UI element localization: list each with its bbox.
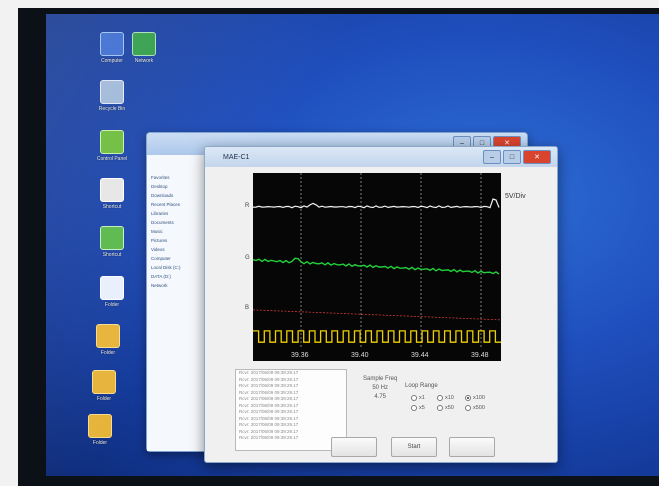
sidebar-item[interactable]: Favorites	[151, 175, 170, 180]
desktop-icon-control-panel[interactable]: Control Panel	[86, 130, 138, 162]
channel-label-g: G	[245, 255, 250, 261]
sample-freq-panel: Sample Freq 50 Hz 4.75	[363, 375, 397, 402]
channel-label-r: R	[245, 203, 250, 209]
sidebar-item[interactable]: Documents	[151, 220, 174, 225]
sidebar-item[interactable]: Music	[151, 229, 163, 234]
computer-icon	[100, 32, 124, 56]
log-line: Rcvr: 2017/06/09 09:39:29.17	[239, 435, 299, 440]
scope-app-window[interactable]: MAE-C1 – □ ✕ R G B 5V/Div 39.36	[204, 146, 558, 463]
desktop-icon-folder-1[interactable]: Folder	[86, 276, 138, 308]
desktop-icon-shortcut-2[interactable]: Shortcut	[86, 226, 138, 258]
network-icon	[132, 32, 156, 56]
trace-green	[253, 257, 500, 275]
loop-range-x1[interactable]: x1	[411, 395, 425, 401]
desktop-icon-folder-2[interactable]: Folder	[82, 324, 134, 356]
trace-red	[253, 309, 501, 321]
app-titlebar[interactable]: MAE-C1 – □ ✕	[205, 147, 557, 167]
minimize-icon[interactable]: –	[483, 150, 501, 164]
radio-icon	[411, 405, 417, 411]
log-line: Rcvr: 2017/06/09 09:39:29.17	[239, 383, 299, 388]
loop-range-x5[interactable]: x5	[411, 405, 425, 411]
log-line: Rcvr: 2017/06/09 09:39:29.17	[239, 422, 299, 427]
trace-yellow	[253, 330, 501, 343]
sidebar-item[interactable]: Pictures	[151, 238, 168, 243]
time-tick-label: 39.40	[351, 352, 369, 359]
sidebar-item[interactable]: Network	[151, 283, 168, 288]
radio-selected-icon	[465, 395, 471, 401]
folder-icon	[88, 414, 112, 438]
radio-icon	[437, 395, 443, 401]
sample-freq-value: 50 Hz	[372, 385, 389, 391]
explorer-sidebar: Favorites Desktop Downloads Recent Place…	[147, 155, 208, 451]
loop-range-x50[interactable]: x50	[437, 405, 454, 411]
radio-icon	[465, 405, 471, 411]
scope-grid	[300, 173, 482, 349]
control-panel-icon	[100, 130, 124, 154]
log-line: Rcvr: 2017/06/09 09:39:29.17	[239, 402, 299, 408]
channel-label-b: B	[245, 305, 250, 311]
recycle-bin-icon	[100, 80, 124, 104]
sidebar-item[interactable]: Computer	[151, 256, 171, 261]
time-tick-label: 39.44	[411, 352, 429, 359]
radio-icon	[437, 405, 443, 411]
desktop-icon-network[interactable]: Network	[118, 32, 170, 64]
time-tick-label: 39.36	[291, 352, 309, 359]
unit-label: 5V/Div	[505, 193, 526, 200]
folder-icon	[96, 324, 120, 348]
radio-icon	[411, 395, 417, 401]
folder-icon	[100, 276, 124, 300]
desktop-icon-folder-4[interactable]: Folder	[74, 414, 126, 446]
action-button-1[interactable]	[331, 437, 377, 457]
start-button[interactable]: Start	[391, 437, 437, 457]
log-line: Rcvr: 2017/06/09 09:39:29.17	[239, 376, 299, 382]
sidebar-item[interactable]: Libraries	[151, 211, 169, 216]
trace-white	[253, 198, 500, 209]
desktop-icon-shortcut-1[interactable]: Shortcut	[86, 178, 138, 210]
log-line: Rcvr: 2017/06/09 09:39:29.17	[239, 409, 299, 414]
sidebar-item[interactable]: Desktop	[151, 184, 168, 189]
app-window-controls: – □ ✕	[483, 150, 551, 164]
sidebar-item[interactable]: DATA (D:)	[151, 274, 171, 279]
sample-freq-label: Sample Freq	[363, 376, 398, 382]
monitor-bezel: Computer Network Recycle Bin Control Pan…	[18, 8, 659, 486]
sidebar-item[interactable]: Local Disk (C:)	[151, 265, 181, 270]
close-icon[interactable]: ✕	[523, 150, 551, 164]
desktop: Computer Network Recycle Bin Control Pan…	[46, 14, 659, 476]
scope-display: 39.36 39.40 39.44 39.48	[253, 173, 501, 361]
log-line: Rcvr: 2017/06/09 09:39:29.17	[239, 415, 299, 421]
shortcut-icon	[100, 226, 124, 250]
action-button-3[interactable]	[449, 437, 495, 457]
log-line: Rcvr: 2017/06/09 09:39:29.17	[239, 389, 299, 395]
desktop-icon-computer[interactable]: Computer	[86, 32, 138, 64]
loop-range-x10[interactable]: x10	[437, 395, 454, 401]
sample-freq-value-2: 4.75	[374, 394, 387, 400]
log-list[interactable]: Rcvr: 2017/06/09 09:39:29.17 Rcvr: 2017/…	[235, 369, 347, 451]
desktop-icon-folder-3[interactable]: Folder	[78, 370, 130, 402]
loop-range-x500[interactable]: x500	[465, 405, 485, 411]
loop-range-x100[interactable]: x100	[465, 395, 485, 401]
sidebar-item[interactable]: Recent Places	[151, 202, 181, 207]
desktop-icon-recycle-bin[interactable]: Recycle Bin	[86, 80, 138, 112]
app-title: MAE-C1	[223, 153, 250, 161]
sidebar-item[interactable]: Downloads	[151, 193, 174, 198]
log-line: Rcvr: 2017/06/09 09:39:29.17	[239, 370, 299, 375]
maximize-icon[interactable]: □	[503, 150, 521, 164]
log-line: Rcvr: 2017/06/09 09:39:29.17	[239, 396, 299, 401]
scope-plot: 39.36 39.40 39.44 39.48	[253, 173, 501, 359]
log-line: Rcvr: 2017/06/09 09:39:29.17	[239, 428, 299, 434]
shortcut-icon	[100, 178, 124, 202]
sidebar-item[interactable]: Videos	[151, 247, 165, 252]
time-tick-label: 39.48	[471, 352, 489, 359]
loop-range-label: Loop Range	[405, 383, 438, 389]
folder-icon	[92, 370, 116, 394]
